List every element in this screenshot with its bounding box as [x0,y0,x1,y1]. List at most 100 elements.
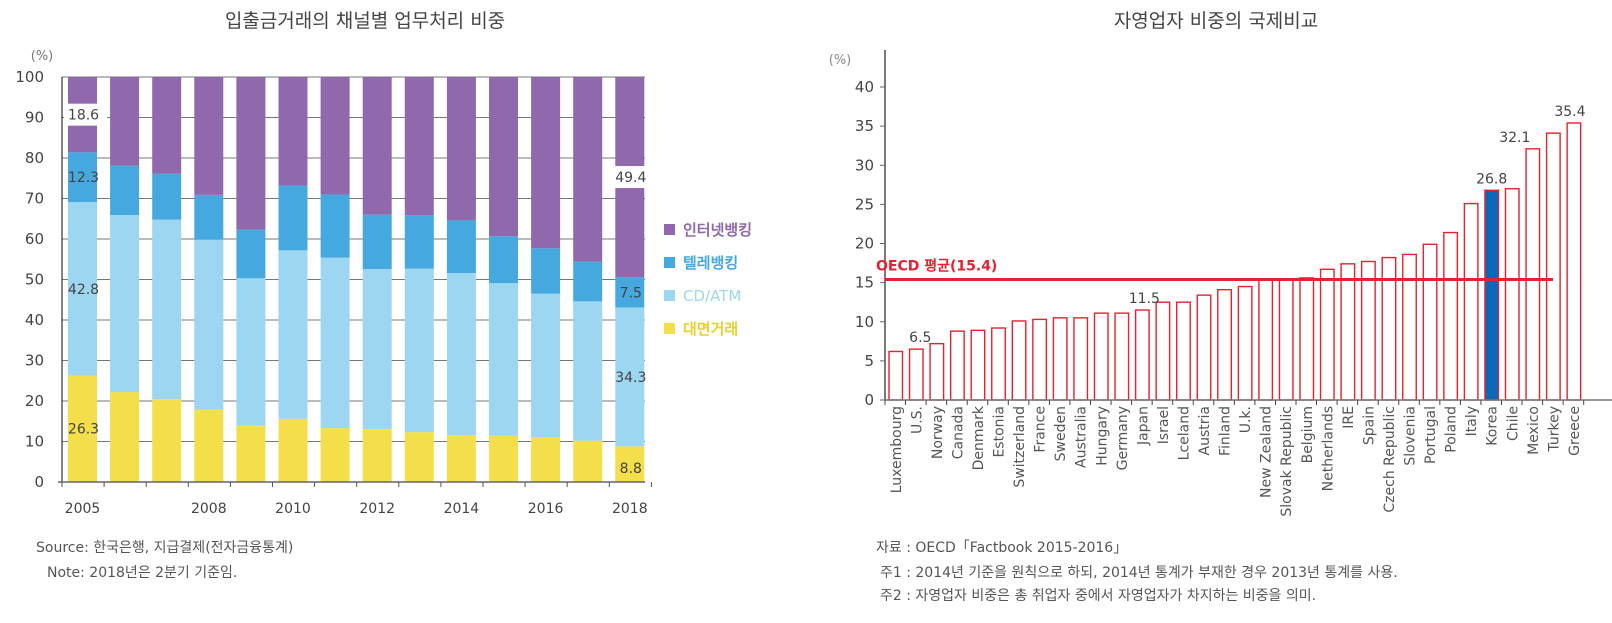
legend-item-internet-banking: 인터넷뱅킹 [664,213,752,246]
bar-segment [278,418,308,482]
bar-segment [531,293,561,438]
bar-segment [615,446,645,482]
x-tick-label: Luxembourg [889,406,905,493]
bar [1525,148,1541,401]
bar-segment [278,250,308,419]
legend-label-telebanking: 텔레뱅킹 [683,254,739,272]
x-tick-label: Portugal [1423,406,1439,464]
data-label: 6.5 [909,330,931,346]
left-legend: 인터넷뱅킹 텔레뱅킹 CD/ATM 대면거래 [664,213,752,345]
bar-segment [194,409,224,482]
left-note: Note: 2018년은 2분기 기준임. [47,565,238,581]
bar-segment [68,152,97,203]
y-tick-label: 50 [25,271,44,289]
bar [1052,317,1068,401]
y-tick-label: 15 [855,274,874,292]
bar-segment [489,283,518,436]
x-tick-label: Greece [1567,406,1583,456]
data-label: 26.8 [1476,171,1507,187]
legend-swatch-internet-banking [664,224,675,235]
left-source-note: Source: 한국은행, 지급결제(전자금융통계) [36,540,294,556]
bar [1278,278,1294,401]
bar-segment [152,77,182,174]
x-tick-label: Finland [1218,406,1234,456]
y-axis-unit-label: (%) [31,49,54,64]
y-tick-label: 40 [25,311,44,329]
data-label: 34.3 [615,370,646,386]
x-tick-label: Denmark [971,405,987,470]
bar [1176,301,1191,401]
bar [1422,243,1438,401]
x-tick-label: Slovenia [1403,406,1419,466]
bar [1545,132,1561,401]
y-tick-label: 30 [25,352,44,370]
bar-segment [110,77,140,166]
left-chart-title: 입출금거래의 채널별 업무처리 비중 [224,10,506,32]
x-tick-label: Norway [930,406,946,459]
bar [970,329,986,401]
y-tick-label: 25 [855,195,874,213]
legend-swatch-telebanking [664,257,675,268]
bar-segment [404,268,434,433]
legend-label-cd-atm: CD/ATM [683,286,742,305]
oecd-average-label: OECD 평균(15.4) [876,257,997,274]
bar-segment [531,248,561,294]
bar [1093,312,1109,401]
bar-segment [110,165,140,216]
bar-segment [68,202,97,376]
y-tick-label: 90 [25,109,44,127]
bar [1258,279,1274,401]
data-label: 35.4 [1554,104,1585,120]
right-source-note: 자료 : OECD「Factbook 2015-2016」 [876,540,1128,556]
x-tick-label: Mexico [1526,406,1542,455]
y-tick-label: 30 [855,156,874,174]
data-label: 7.5 [620,285,642,301]
bar [1504,188,1520,401]
x-tick-label: Hungary [1094,406,1110,466]
bar [991,327,1006,401]
bar-segment [573,77,603,262]
legend-label-face-to-face: 대면거래 [683,320,739,338]
y-tick-label: 20 [25,392,44,410]
x-tick-label: Lceland [1176,406,1192,460]
x-tick-label: 2012 [359,501,395,517]
data-label: 8.8 [620,461,642,477]
x-tick-label: U.k. [1238,406,1254,433]
bar [1134,309,1150,401]
x-tick-label: 2014 [444,501,480,517]
bar-segment [152,173,182,220]
bar-segment [194,239,224,410]
bar-segment [404,432,434,482]
x-tick-label: IRE [1341,406,1357,429]
bar [888,350,904,401]
bar-segment [194,194,224,240]
right-note-1: 주1 : 2014년 기준을 원칙으로 하되, 2014년 통계가 부재한 경우… [880,565,1398,581]
data-label: 32.1 [1499,130,1530,146]
x-tick-label: Germany [1115,406,1131,470]
bar-segment [320,77,350,195]
x-tick-label: Chile [1505,406,1521,441]
bar [1299,277,1315,401]
y-axis-unit-label: (%) [829,53,852,68]
bar [929,342,945,401]
bar [1114,312,1130,401]
bar-segment [446,435,476,482]
bar [949,330,965,401]
bar [1360,260,1376,401]
data-label: 12.3 [68,170,99,186]
x-tick-label: Austria [1197,406,1213,455]
legend-item-cd-atm: CD/ATM [664,279,752,312]
bar [1073,317,1089,401]
data-label: 11.5 [1129,291,1160,307]
bar [1319,268,1335,401]
bar-segment [615,307,645,447]
bar-segment [446,77,476,221]
data-label: 26.3 [68,422,99,438]
x-tick-label: Italy [1464,406,1480,436]
y-tick-label: 20 [855,235,874,253]
bar [1566,122,1582,401]
bar-segment [236,278,266,426]
bar-segment [489,236,518,284]
x-tick-label: Israel [1156,406,1172,444]
bar-segment [362,428,392,482]
